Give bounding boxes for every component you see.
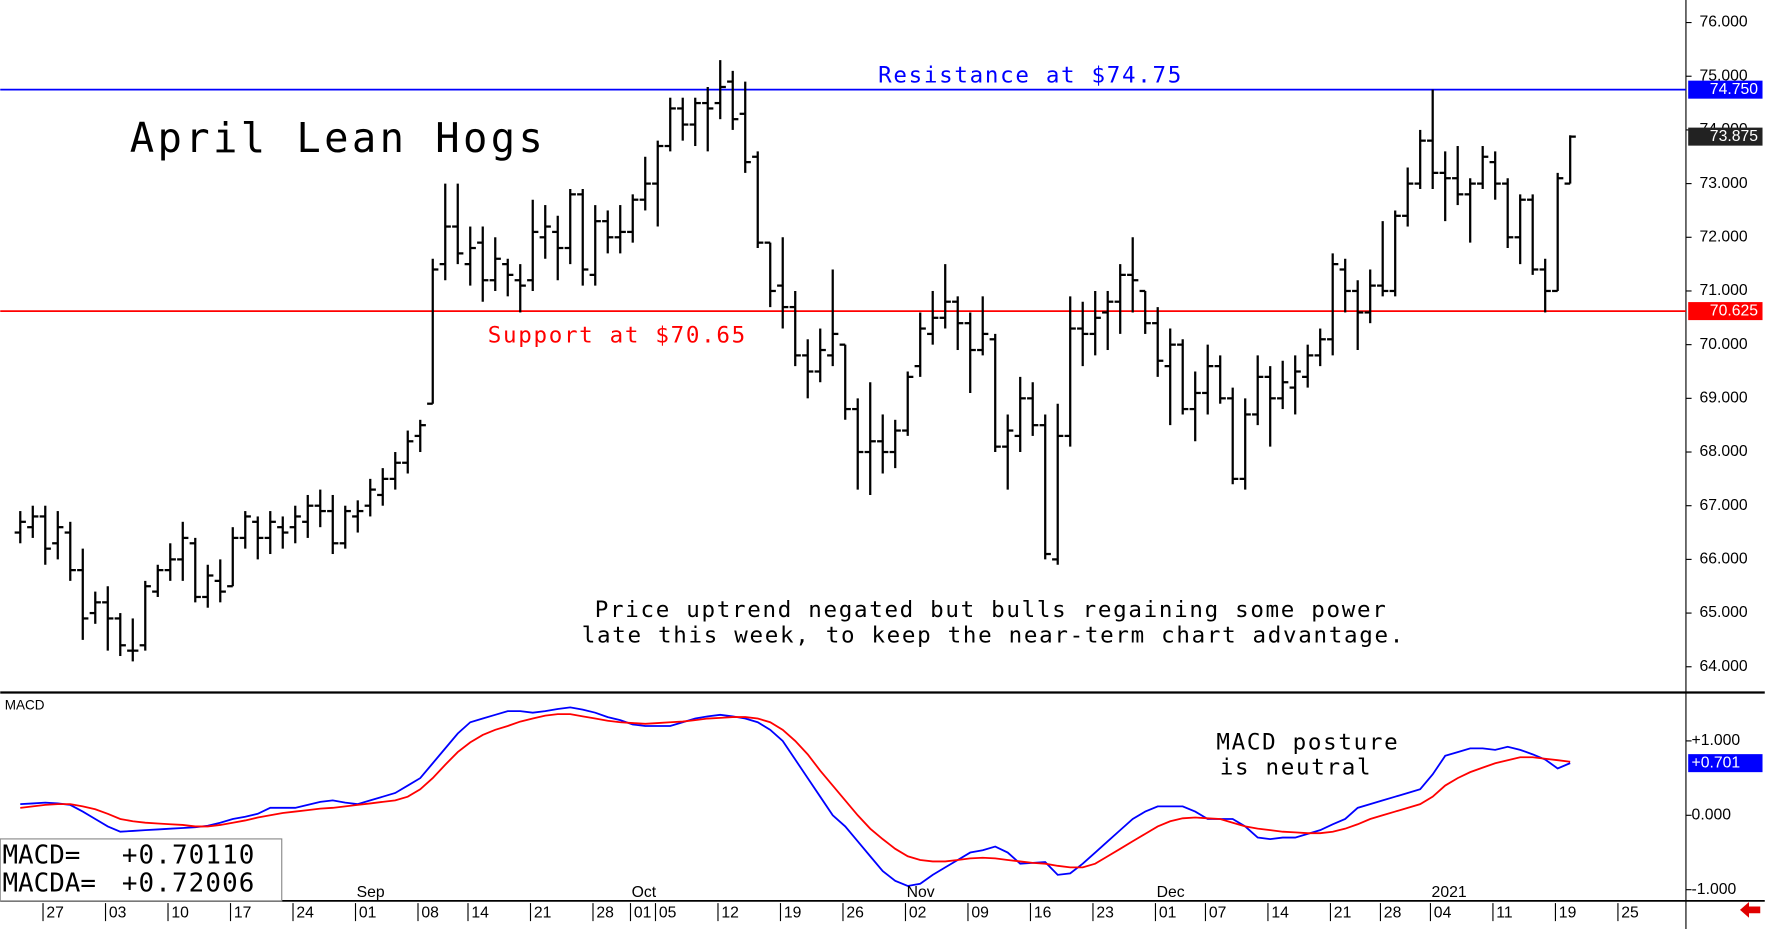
x-tick-label: 28 bbox=[596, 904, 614, 921]
y-tick-label: 65.000 bbox=[1699, 604, 1747, 621]
y-tick-label: 72.000 bbox=[1699, 228, 1747, 245]
y-tick-label: +1.000 bbox=[1692, 732, 1741, 749]
x-tick-label: 10 bbox=[171, 904, 189, 921]
x-tick-label: 28 bbox=[1384, 904, 1402, 921]
level-value-label: 74.750 bbox=[1710, 81, 1758, 98]
x-tick-label: 08 bbox=[421, 904, 439, 921]
annotation: Price uptrend negated but bulls regainin… bbox=[595, 597, 1388, 623]
level-value-box bbox=[1688, 302, 1763, 321]
y-tick-label: 73.000 bbox=[1699, 175, 1747, 192]
x-tick-label: 21 bbox=[534, 904, 552, 921]
y-tick-label: 66.000 bbox=[1699, 551, 1747, 568]
y-tick-label: 64.000 bbox=[1699, 658, 1747, 675]
x-month-label: Oct bbox=[632, 884, 657, 901]
chart-title: April Lean Hogs bbox=[130, 114, 547, 162]
x-tick-label: 14 bbox=[471, 904, 489, 921]
y-tick-label: 71.000 bbox=[1699, 282, 1747, 299]
x-tick-label: 23 bbox=[1096, 904, 1114, 921]
y-tick-label: 0.000 bbox=[1692, 806, 1732, 823]
x-tick-label: 01 bbox=[1159, 904, 1177, 921]
y-tick-label: 70.000 bbox=[1699, 336, 1747, 353]
y-tick-label: 68.000 bbox=[1699, 443, 1747, 460]
x-tick-label: 24 bbox=[296, 904, 314, 921]
x-tick-label: 26 bbox=[846, 904, 864, 921]
macd-annotation: is neutral bbox=[1220, 754, 1372, 780]
x-month-label: Dec bbox=[1157, 884, 1185, 901]
macd-annotation: MACD posture bbox=[1216, 730, 1399, 756]
last-price-box bbox=[1688, 127, 1763, 146]
x-tick-label: 25 bbox=[1621, 904, 1639, 921]
x-month-label: Nov bbox=[907, 884, 935, 901]
x-tick-label: 11 bbox=[1496, 904, 1512, 921]
macd-current-label: +0.701 bbox=[1692, 754, 1741, 771]
readout-value: +0.72006 bbox=[122, 868, 256, 898]
macd-label: MACD bbox=[5, 698, 45, 713]
macd-current-box bbox=[1688, 754, 1763, 773]
annotation: late this week, to keep the near-term ch… bbox=[582, 623, 1405, 649]
readout-name: MACD= bbox=[2, 840, 80, 870]
y-tick-label: 76.000 bbox=[1699, 14, 1747, 31]
x-tick-label: 17 bbox=[234, 904, 252, 921]
x-month-label: 2021 bbox=[1432, 884, 1467, 901]
x-tick-label: 02 bbox=[909, 904, 927, 921]
macd-line bbox=[20, 713, 1571, 869]
x-tick-label: 04 bbox=[1434, 904, 1452, 921]
x-tick-label: 19 bbox=[1559, 904, 1577, 921]
y-tick-label: 69.000 bbox=[1699, 389, 1747, 406]
y-tick-label: 67.000 bbox=[1699, 497, 1747, 514]
x-tick-label: 09 bbox=[971, 904, 989, 921]
scroll-arrow bbox=[1739, 901, 1761, 918]
x-tick-label: 01 bbox=[359, 904, 377, 921]
level-value-label: 70.625 bbox=[1710, 302, 1758, 319]
y-tick-label: -1.000 bbox=[1692, 881, 1737, 898]
last-price-label: 73.875 bbox=[1710, 128, 1758, 145]
level-label: Resistance at $74.75 bbox=[878, 63, 1183, 89]
readout-box bbox=[0, 838, 283, 902]
x-tick-label: 14 bbox=[1271, 904, 1289, 921]
x-tick-label: 21 bbox=[1334, 904, 1352, 921]
x-month-label: Sep bbox=[357, 884, 385, 901]
x-tick-label: 27 bbox=[46, 904, 64, 921]
x-tick-label: 19 bbox=[784, 904, 802, 921]
x-tick-label: 12 bbox=[721, 904, 739, 921]
readout-name: MACDA= bbox=[2, 868, 95, 898]
x-tick-label: 16 bbox=[1034, 904, 1052, 921]
x-tick-label: 05 bbox=[659, 904, 677, 921]
y-tick-label: 75.000 bbox=[1699, 67, 1747, 84]
level-label: Support at $70.65 bbox=[488, 322, 747, 348]
level-value-box bbox=[1688, 80, 1763, 99]
x-tick-label: 03 bbox=[109, 904, 127, 921]
x-tick-label: 07 bbox=[1209, 904, 1227, 921]
readout-value: +0.70110 bbox=[122, 840, 256, 870]
x-tick-label: 01 bbox=[634, 904, 652, 921]
